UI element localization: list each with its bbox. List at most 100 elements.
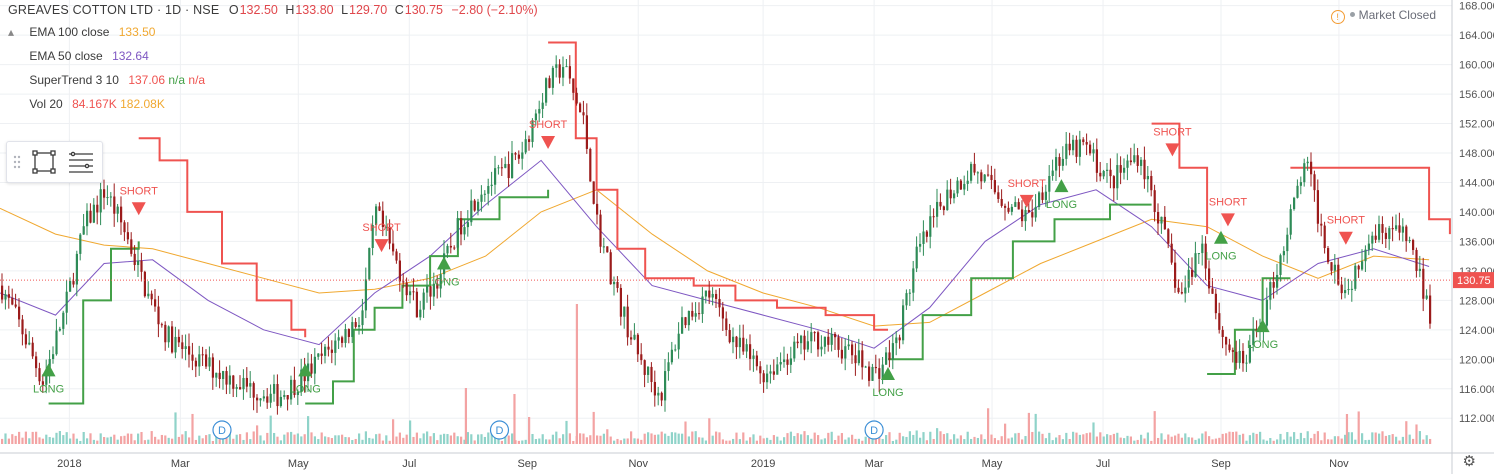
volume-bar <box>41 438 44 444</box>
warning-icon[interactable]: ! <box>1330 10 1345 24</box>
volume-bar <box>381 440 384 444</box>
candle-body <box>1313 174 1316 191</box>
volume-bar <box>1228 431 1231 444</box>
candle-body <box>902 305 905 341</box>
candle-body <box>232 375 235 389</box>
candle-body <box>191 354 194 361</box>
dividend-marker-label: D <box>496 425 504 437</box>
volume-bar <box>106 437 109 444</box>
volume-bar <box>55 432 58 444</box>
candle-body <box>392 243 395 252</box>
candle-body <box>1310 161 1313 175</box>
candle-body <box>24 334 27 345</box>
volume-bar <box>364 431 367 444</box>
candle-body <box>283 395 286 397</box>
long-signal-arrow <box>1255 319 1270 333</box>
candle-body <box>69 281 72 292</box>
volume-bar <box>290 431 293 444</box>
candle-body <box>1004 205 1007 208</box>
candle-body <box>602 246 605 248</box>
volume-bar <box>589 435 592 444</box>
volume-bar <box>582 433 585 444</box>
candle-body <box>460 218 463 235</box>
eye-icon[interactable]: ▴ <box>8 25 15 39</box>
candle-body <box>633 334 636 340</box>
lines-tool-icon[interactable] <box>69 151 93 173</box>
volume-bar <box>980 434 983 444</box>
volume-bar <box>932 438 935 444</box>
candle-body <box>1296 185 1299 198</box>
volume-bar <box>58 431 61 444</box>
candle-body <box>895 337 898 344</box>
volume-bar <box>942 434 945 444</box>
volume-bar <box>1187 437 1190 444</box>
candle-body <box>273 384 276 394</box>
candle-body <box>1225 337 1228 345</box>
candle-body <box>572 78 575 93</box>
volume-bar <box>779 440 782 444</box>
symbol-title[interactable]: GREAVES COTTON LTD · 1D · NSE <box>8 3 220 17</box>
volume-bar <box>844 439 847 444</box>
volume-bar <box>684 421 687 444</box>
short-signal-label: SHORT <box>1008 178 1047 190</box>
volume-bar <box>681 433 684 444</box>
candle-body <box>1398 225 1401 233</box>
volume-bar <box>558 438 561 444</box>
volume-bar <box>1123 438 1126 444</box>
indicator-volume[interactable]: Vol 20 84.167K 182.08K <box>8 92 542 116</box>
supertrend-line <box>1207 277 1291 375</box>
candle-body <box>1021 209 1024 222</box>
candle-body <box>92 204 95 223</box>
volume-bar <box>228 433 231 444</box>
candle-body <box>378 206 381 211</box>
candle-body <box>58 328 61 331</box>
ohlc-open: 132.50 <box>239 3 278 17</box>
volume-bar <box>154 436 157 444</box>
supertrend-line <box>1290 166 1451 235</box>
candle-body <box>582 112 585 116</box>
volume-bar <box>89 433 92 444</box>
volume-bar <box>415 432 418 444</box>
candle-body <box>776 364 779 375</box>
candle-body <box>847 344 850 347</box>
indicator-ema100[interactable]: ▴ EMA 100 close 133.50 <box>8 20 542 44</box>
volume-bar <box>596 435 599 444</box>
candle-body <box>1197 253 1200 255</box>
indicator-supertrend[interactable]: SuperTrend 3 10 137.06 n/a n/a <box>8 68 542 92</box>
candle-body <box>82 226 85 235</box>
volume-bar <box>725 440 728 444</box>
volume-bar <box>7 438 10 444</box>
volume-bar <box>65 432 68 444</box>
short-signal-label: SHORT <box>1153 126 1192 138</box>
candle-body <box>28 342 31 345</box>
candle-body <box>126 232 129 240</box>
volume-bar <box>405 434 408 444</box>
volume-bar <box>320 432 323 444</box>
volume-bar <box>568 433 571 444</box>
volume-bar <box>1194 439 1197 444</box>
gear-icon[interactable]: ⚙ <box>1462 453 1476 470</box>
candle-body <box>738 337 741 348</box>
volume-bar <box>1177 433 1180 444</box>
candle-body <box>330 349 333 353</box>
rectangle-tool-icon[interactable] <box>32 150 56 174</box>
volume-bar <box>79 440 82 444</box>
volume-bar <box>575 304 579 444</box>
candle-body <box>106 197 109 199</box>
volume-bar <box>1208 436 1211 444</box>
drag-handle-icon[interactable] <box>13 155 21 169</box>
volume-bar <box>1378 433 1381 444</box>
market-status[interactable]: ! Market Closed <box>1330 8 1436 24</box>
long-signal-arrow <box>436 256 451 270</box>
volume-bar <box>1344 434 1347 444</box>
volume-bar <box>157 439 160 444</box>
candle-body <box>1163 216 1166 230</box>
candle-body <box>313 356 316 374</box>
candle-body <box>759 366 762 374</box>
volume-bar <box>881 438 884 444</box>
volume-bar <box>371 438 374 444</box>
long-signal-arrow <box>880 367 895 381</box>
indicator-ema50[interactable]: EMA 50 close 132.64 <box>8 44 542 68</box>
candle-body <box>1048 175 1051 192</box>
